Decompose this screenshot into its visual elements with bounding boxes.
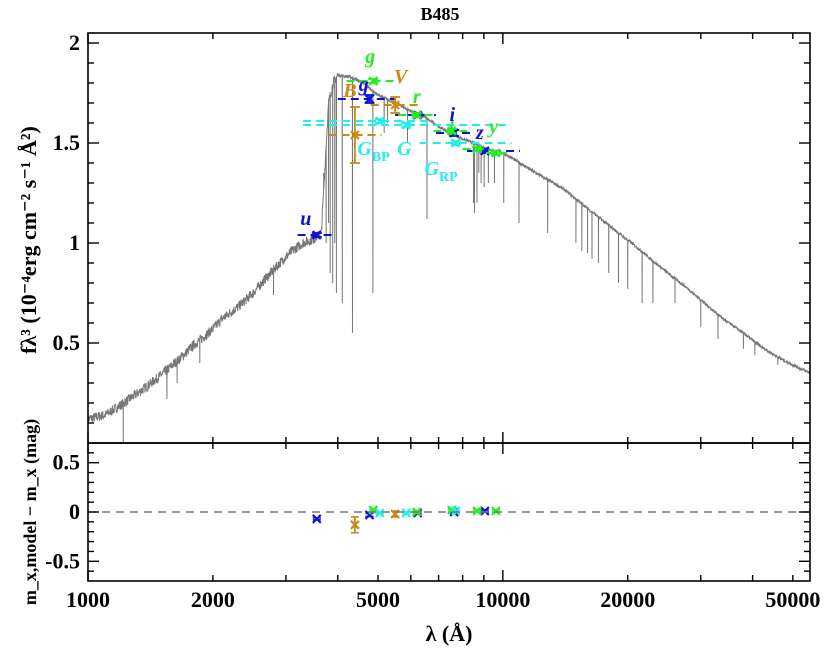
band-label-B: B	[342, 80, 356, 102]
residual-marker	[374, 508, 385, 518]
residual-point-sdss-u	[311, 514, 322, 524]
y-tick-label-bottom: -0.5	[45, 548, 80, 573]
residual-marker	[450, 506, 461, 516]
residual-point-gaia-G_BP	[374, 508, 385, 518]
band-label-V: V	[394, 66, 409, 88]
residual-panel: 1000 2000 5000 10000 20000 50000 -0.5 0 0.5	[45, 442, 820, 612]
band-label-subscript: RP	[439, 170, 458, 185]
residual-marker	[480, 506, 490, 516]
band-label-G-RP: GRP	[425, 158, 459, 185]
flux-marker	[390, 100, 400, 110]
band-label-i: i	[449, 104, 455, 126]
residual-panel-ticks: 1000 2000 5000 10000 20000 50000 -0.5 0 0.5	[45, 443, 820, 612]
y-tick-label-top: 1.5	[53, 130, 81, 155]
residual-point-johnson-V	[390, 509, 400, 519]
residual-marker	[472, 506, 482, 516]
y-tick-label-top: 1	[69, 230, 80, 255]
residual-point-gaia-G	[401, 508, 412, 518]
residual-point-ps1-z	[472, 506, 482, 516]
photometry-point-sdss-g	[337, 94, 396, 104]
band-label-u: u	[300, 208, 311, 230]
y-tick-label-top: 2	[69, 30, 80, 55]
sed-panel-ticks: 0.5 1 1.5 2	[53, 30, 810, 443]
x-tick-label: 10000	[475, 587, 530, 612]
residual-plot-area	[88, 505, 810, 534]
x-axis-label: λ (Å)	[426, 621, 473, 646]
residual-marker	[401, 508, 412, 518]
band-label-z: z	[475, 122, 484, 144]
photometry-point-gaia-G_BP	[303, 116, 431, 126]
y-tick-label-bottom: 0	[69, 499, 80, 524]
band-label-subscript: BP	[372, 150, 390, 165]
band-label-r: r	[413, 86, 421, 108]
residual-point-sdss-z	[480, 506, 490, 516]
flux-marker	[472, 144, 482, 154]
band-label-y: y	[487, 116, 498, 138]
x-tick-label: 5000	[356, 587, 400, 612]
chart-title: B485	[420, 4, 459, 24]
photometry-point-johnson-V	[370, 96, 423, 114]
sed-panel-frame	[87, 32, 811, 444]
band-label-g: g	[358, 74, 369, 96]
photometry-point-sdss-u	[297, 230, 334, 240]
y-axis-label-top: fλ³ (10⁻⁴erg cm⁻² s⁻¹ Å²)	[16, 126, 41, 354]
flux-marker	[411, 110, 422, 120]
flux-marker	[450, 138, 461, 148]
y-tick-label-bottom: 0.5	[53, 450, 81, 475]
photometry-point-ps1-y	[485, 148, 509, 158]
sed-plot-area	[88, 72, 810, 443]
sed-panel: 0.5 1 1.5 2	[53, 30, 811, 444]
x-tick-label: 2000	[191, 587, 235, 612]
flux-marker	[446, 126, 457, 136]
photometry-point-ps1-i	[433, 126, 470, 136]
band-label-i: i	[448, 118, 454, 140]
flux-marker	[350, 130, 360, 140]
photometry-point-ps1-g	[346, 76, 396, 86]
photometry-point-gaia-G	[303, 120, 509, 130]
flux-marker	[311, 230, 322, 240]
residual-point-johnson-B	[350, 516, 360, 534]
residual-marker	[491, 506, 501, 516]
band-label-G: G	[397, 138, 412, 160]
flux-marker	[364, 94, 375, 104]
residual-marker	[311, 514, 322, 524]
residual-point-ps1-y	[491, 506, 501, 516]
flux-marker	[401, 120, 412, 130]
y-axis-label-bottom: m_x,model − m_x (mag)	[20, 419, 41, 605]
y-tick-label-top: 0.5	[53, 330, 81, 355]
band-label-g: g	[364, 46, 375, 68]
x-tick-label: 20000	[600, 587, 655, 612]
band-label-G-BP: GBP	[357, 138, 390, 165]
flux-marker	[368, 76, 379, 86]
flux-marker	[491, 148, 501, 158]
x-tick-label: 50000	[765, 587, 820, 612]
photometry-point-ps1-r	[398, 110, 437, 120]
x-tick-label: 1000	[66, 587, 110, 612]
photometry-point-gaia-G_RP	[419, 138, 512, 148]
photometry-point-johnson-B	[328, 106, 382, 164]
photometry-point-ps1-z	[462, 144, 490, 154]
flux-marker	[374, 116, 385, 126]
residual-marker	[350, 520, 360, 530]
